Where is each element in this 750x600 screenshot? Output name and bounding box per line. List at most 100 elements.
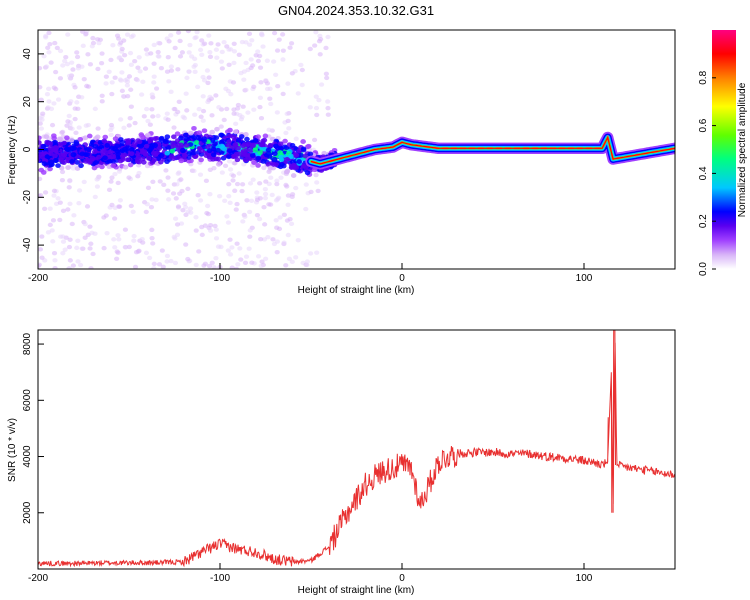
spectrogram-cell xyxy=(307,46,313,52)
spectrogram-cell xyxy=(79,246,85,251)
spectrogram-cell xyxy=(210,152,217,158)
spectrogram-cell xyxy=(94,184,101,189)
spectrogram-cell xyxy=(287,216,293,222)
spectrogram-cell xyxy=(236,171,242,176)
spectrogram-cell xyxy=(46,30,52,36)
spectrogram-cell xyxy=(66,266,72,269)
spectrogram-cell xyxy=(255,163,261,168)
spectrogram-cell xyxy=(149,197,155,202)
spectrogram-cell xyxy=(71,213,77,218)
spectrogram-cell xyxy=(143,209,149,215)
spectrogram-cell xyxy=(122,78,128,83)
spectrogram-cell xyxy=(74,100,80,105)
spectrogram-cell xyxy=(81,179,87,185)
spectrogram-cell xyxy=(288,153,294,159)
spectrogram-cell xyxy=(289,259,295,265)
spectrogram-cell xyxy=(304,259,310,264)
spectrogram-cell xyxy=(174,131,181,137)
spectrogram-cell xyxy=(127,162,134,168)
spectrogram-cell xyxy=(224,214,230,219)
spectrogram-cell xyxy=(168,154,175,159)
spectrogram-cell xyxy=(249,38,255,43)
spectrogram-cell xyxy=(147,122,153,127)
spectrogram-cell xyxy=(38,84,43,90)
spectrogram-cell xyxy=(46,50,52,55)
spectrogram-cell xyxy=(196,130,203,136)
spectrogram-cell xyxy=(152,136,159,142)
spectrogram-cell xyxy=(249,153,256,158)
spectrogram-cell xyxy=(52,258,58,263)
spectrogram-cell xyxy=(63,146,70,152)
snr-x-tick-label: -200 xyxy=(28,573,48,584)
spectrogram-cell xyxy=(260,138,266,144)
spectrogram-cell xyxy=(238,257,244,262)
spectrogram-cell xyxy=(263,179,269,184)
spectrogram-cell xyxy=(108,57,114,63)
spectrogram-cell xyxy=(66,113,72,119)
spectrogram-cell xyxy=(219,170,225,175)
spectrogram-cell xyxy=(84,152,90,158)
spectrogram-cell xyxy=(86,133,93,139)
spectrogram-cell xyxy=(88,241,94,246)
spectrogram-cell xyxy=(228,47,234,52)
spectrogram-cell xyxy=(285,232,291,238)
spectrogram-cell xyxy=(323,45,329,51)
spectrogram-cell xyxy=(112,245,118,250)
spectrogram-cell xyxy=(243,40,249,45)
spectrogram-cell xyxy=(55,196,61,201)
spectrogram-cell xyxy=(151,74,157,79)
spectrogram-cell xyxy=(274,48,281,53)
spectrogram-cell xyxy=(110,43,116,48)
spectrogram-cell xyxy=(239,188,245,194)
spectrogram-cell xyxy=(110,163,116,169)
spectrogram-cell xyxy=(274,181,280,187)
spectrogram-cell xyxy=(288,221,295,227)
spectrogram-cell xyxy=(90,251,96,257)
spectrogram-cell xyxy=(85,122,91,128)
spectrogram-cell xyxy=(244,198,250,203)
spectrogram-cell xyxy=(257,95,264,100)
colorbar-label: Normalized spectral amplitude xyxy=(737,82,748,217)
spectrogram-cell xyxy=(245,110,251,115)
spectrogram-cell xyxy=(205,99,211,105)
spectrogram-cell xyxy=(283,130,289,136)
spectrogram-cell xyxy=(47,166,53,172)
spectrogram-cell xyxy=(206,148,213,154)
spectrogram-cell xyxy=(135,65,141,70)
spectrogram-cell xyxy=(177,191,183,196)
spectrogram-cell xyxy=(108,179,114,184)
spectrogram-cell xyxy=(74,159,81,165)
spectrogram-cell xyxy=(230,80,237,85)
spectrogram-cell xyxy=(143,47,149,52)
spectrogram-cell xyxy=(149,92,155,97)
snr-y-tick-label: 6000 xyxy=(22,389,33,412)
spectrogram-cell xyxy=(257,65,264,70)
spectrogram-y-ticks: -40 -20 0 20 40 xyxy=(22,48,44,252)
spectrogram-cell xyxy=(191,168,197,174)
spectrogram-cell xyxy=(275,83,281,89)
spectrogram-cell xyxy=(238,134,245,139)
spectrogram-cell xyxy=(325,112,331,117)
spectrogram-cell xyxy=(249,260,255,265)
spectrogram-cell xyxy=(164,159,170,165)
spectrogram-cell xyxy=(266,127,272,133)
spectrogram-cell xyxy=(317,52,323,57)
spectrogram-cell xyxy=(66,73,73,79)
spectrogram-cell xyxy=(155,49,161,55)
spectrogram-cell xyxy=(62,247,68,252)
spectrogram-cell xyxy=(54,45,60,51)
colorbar-tick-label: 0.6 xyxy=(698,118,709,132)
spectrogram-cell xyxy=(53,157,59,163)
spectrogram-cell xyxy=(148,51,154,56)
spectrogram-cell xyxy=(65,119,71,124)
spectrogram-cell xyxy=(122,164,129,170)
spectrogram-cell xyxy=(312,43,318,48)
spectrogram-cell xyxy=(178,221,185,226)
spectrogram-cell xyxy=(164,150,171,156)
spectrogram-cell xyxy=(51,133,57,139)
spectrogram-y-tick-label: 0 xyxy=(22,146,33,152)
spectrogram-cell xyxy=(218,132,224,138)
spectrogram-cell xyxy=(91,165,98,171)
spectrogram-cell xyxy=(233,151,240,157)
spectrogram-cell xyxy=(65,207,71,212)
